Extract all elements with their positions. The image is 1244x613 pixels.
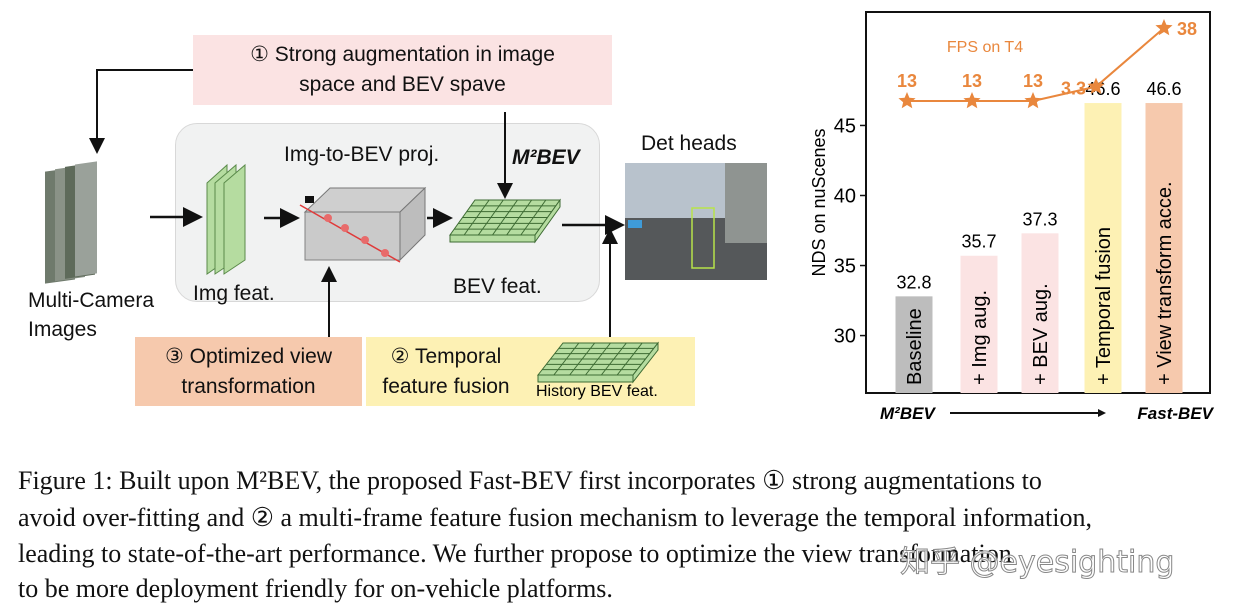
history-bev-grid-icon: [536, 341, 660, 384]
fps-value-label: 13: [1023, 71, 1043, 91]
category-label: + BEV aug.: [1030, 283, 1052, 385]
caption-line-4: to be more deployment friendly for on-ve…: [18, 574, 613, 603]
bev-feat-grid-icon: [449, 198, 561, 244]
multi-camera-images: [45, 161, 97, 284]
y-tick-label: 45: [834, 115, 856, 137]
history-label: History BEV feat.: [536, 383, 658, 400]
fps-star-marker: [963, 92, 981, 109]
y-tick-label: 35: [834, 256, 856, 278]
bar: [895, 296, 933, 393]
bar-value-label: 37.3: [1022, 209, 1057, 229]
category-label: + View transform acce.: [1154, 181, 1176, 385]
y-axis-label: NDS on nuScenes: [809, 128, 829, 276]
caption-line-3: leading to state-of-the-art performance.…: [18, 539, 1012, 568]
multi-camera-label: Multi-Camera Images: [28, 289, 155, 341]
fps-value-label: 13: [962, 71, 982, 91]
y-tick-label: 40: [834, 185, 856, 207]
bar-value-label: 32.8: [896, 272, 931, 292]
proj-label: Img-to-BEV proj.: [284, 143, 440, 166]
fps-star-marker: [898, 92, 916, 109]
det-heads-label: Det heads: [641, 132, 737, 155]
fps-value-label: 38: [1177, 19, 1197, 39]
watermark: 知乎 @eyesighting: [899, 545, 1175, 581]
img-feat-icon: [206, 163, 246, 275]
fps-legend-label: FPS on T4: [947, 39, 1023, 56]
projection-cube-icon: [299, 186, 427, 263]
fps-star-marker: [1087, 77, 1105, 94]
fps-star-marker: [1155, 19, 1173, 36]
augmentation-line1: ① Strong augmentation in image: [250, 43, 555, 66]
category-label: + Temporal fusion: [1093, 227, 1115, 385]
bar: [1084, 103, 1122, 393]
fps-value-label: 3.3: [1061, 79, 1086, 99]
detection-result-image: [625, 163, 767, 280]
img-feat-label: Img feat.: [193, 282, 275, 305]
bar: [1021, 233, 1059, 393]
bar-value-label: 35.7: [961, 232, 996, 252]
m2bev-label: M²BEV: [512, 146, 580, 169]
diagram-graphics: [45, 69, 767, 337]
bar-value-label: 46.6: [1085, 79, 1120, 99]
view-transform-box: ③ Optimized view transformation: [135, 337, 362, 406]
bev-feat-label: BEV feat.: [453, 275, 542, 298]
caption-line-1: Figure 1: Built upon M²BEV, the proposed…: [18, 466, 1042, 495]
bar-value-label: 46.6: [1146, 79, 1181, 99]
caption-line-2: avoid over-fitting and ② a multi-frame f…: [18, 503, 1092, 532]
temporal-box: ② Temporal feature fusion History BEV fe…: [366, 337, 695, 406]
augmentation-line2: space and BEV spave: [299, 73, 506, 96]
y-tick-label: 30: [834, 326, 856, 348]
category-label: + Img aug.: [969, 290, 991, 385]
augmentation-box: ① Strong augmentation in image space and…: [193, 35, 612, 105]
x-end-label: Fast-BEV: [1137, 404, 1214, 423]
category-label: Baseline: [904, 308, 926, 385]
x-start-label: M²BEV: [880, 404, 936, 423]
bar: [1145, 103, 1183, 393]
bar: [960, 255, 998, 393]
fps-value-label: 13: [897, 71, 917, 91]
fps-star-marker: [1024, 92, 1042, 109]
